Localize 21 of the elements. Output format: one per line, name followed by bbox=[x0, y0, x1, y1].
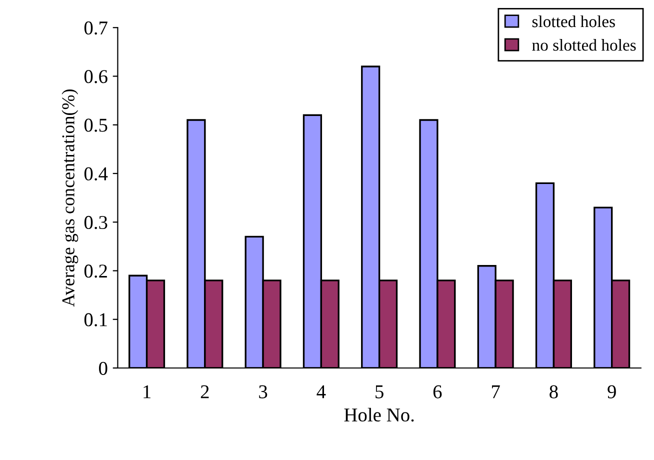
y-axis-title: Average gas concentration(%) bbox=[62, 89, 78, 307]
legend-label: no slotted holes bbox=[532, 39, 636, 51]
x-tick-label: 1 bbox=[144, 385, 150, 398]
x-tick-label: 9 bbox=[608, 385, 616, 398]
x-tick-label: 2 bbox=[200, 385, 209, 398]
y-tick-label: 0.1 bbox=[84, 313, 107, 326]
y-tick-label: 0.4 bbox=[84, 167, 108, 181]
x-tick-label: 6 bbox=[433, 385, 442, 398]
x-axis-title: Hole No. bbox=[344, 408, 414, 422]
legend-label: slotted holes bbox=[532, 15, 615, 28]
y-tick-label: 0 bbox=[99, 362, 108, 375]
y-tick-label: 0.3 bbox=[84, 216, 108, 230]
y-tick-label: 0.5 bbox=[84, 118, 108, 132]
y-tick-label: 0.7 bbox=[84, 21, 108, 35]
x-tick-label: 8 bbox=[550, 385, 558, 398]
y-tick-label: 0.2 bbox=[84, 264, 107, 278]
x-tick-label: 4 bbox=[316, 385, 326, 398]
y-tick-label: 0.6 bbox=[84, 70, 108, 84]
x-tick-label: 3 bbox=[259, 385, 268, 398]
x-tick-label: 5 bbox=[376, 385, 384, 398]
x-tick-label: 7 bbox=[492, 385, 500, 398]
